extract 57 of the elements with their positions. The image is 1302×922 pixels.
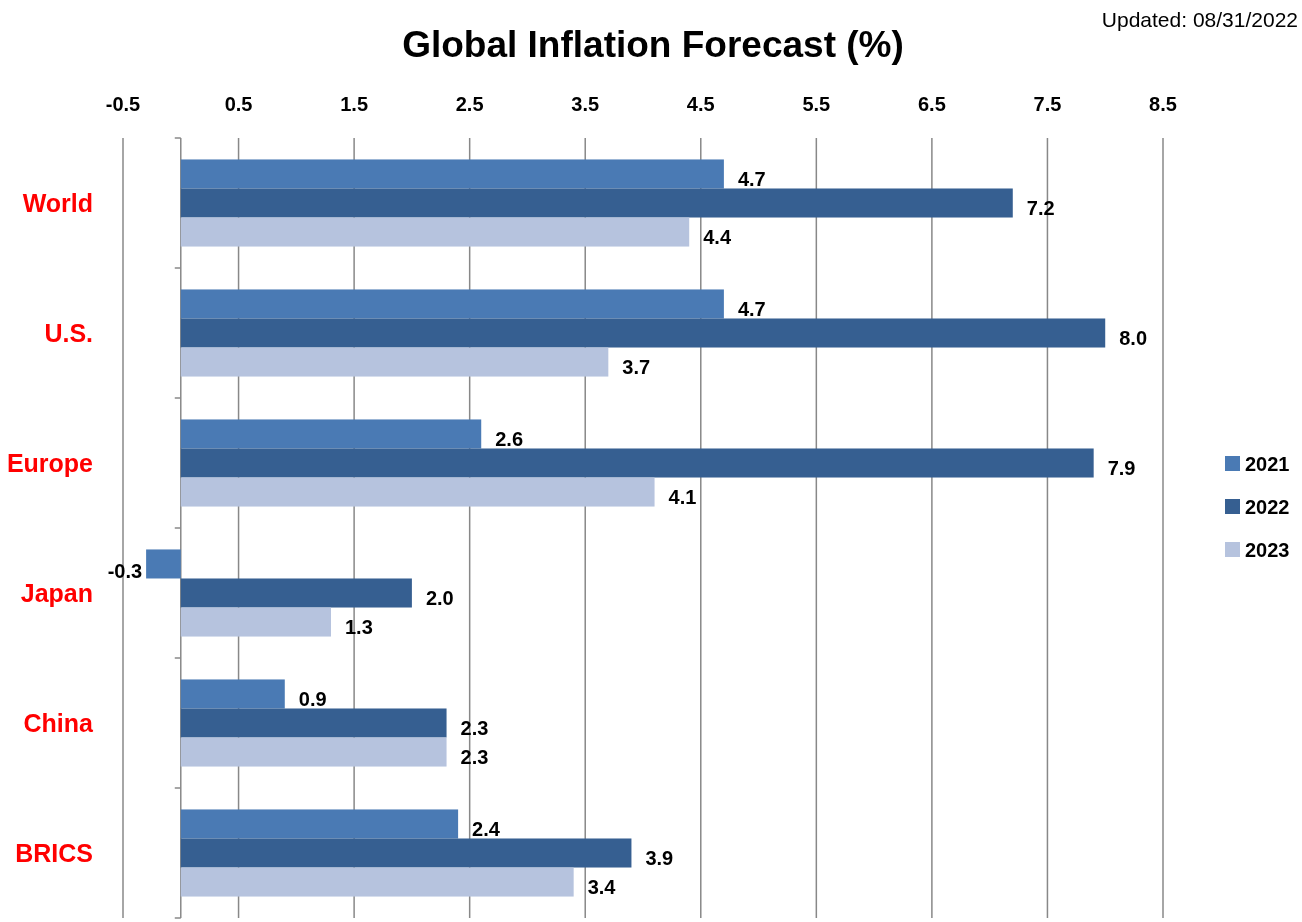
y-tick-label: World xyxy=(22,189,93,217)
x-tick-label: 1.5 xyxy=(340,93,369,115)
x-tick-label: 3.5 xyxy=(571,93,600,115)
bar xyxy=(180,159,724,189)
bar xyxy=(180,448,1094,478)
data-label: 7.9 xyxy=(1107,456,1136,479)
x-tick-label: 7.5 xyxy=(1033,93,1062,115)
y-tick-label: China xyxy=(23,709,95,737)
x-tick-label: 0.5 xyxy=(224,93,253,115)
bar xyxy=(180,477,655,507)
bar xyxy=(180,679,285,709)
bar xyxy=(180,419,482,449)
bar xyxy=(180,578,412,608)
data-label: 2.3 xyxy=(460,716,489,739)
data-label: -0.3 xyxy=(107,559,143,582)
legend-label: 2021 xyxy=(1245,453,1290,475)
bar xyxy=(180,217,690,247)
y-tick-label: Europe xyxy=(6,449,94,477)
data-label: 8.0 xyxy=(1119,326,1148,349)
y-tick-label: BRICS xyxy=(15,839,93,867)
data-label: 2.3 xyxy=(460,745,489,768)
data-label: 4.7 xyxy=(737,297,766,320)
y-tick-label: U.S. xyxy=(44,319,93,347)
bar xyxy=(180,318,1106,348)
x-tick-label: -0.5 xyxy=(105,93,141,115)
bar xyxy=(180,867,574,897)
legend-label: 2022 xyxy=(1245,496,1290,518)
data-label: 3.9 xyxy=(645,846,674,869)
bar xyxy=(180,737,447,767)
bar xyxy=(180,607,331,637)
bar xyxy=(180,809,459,839)
data-label: 4.4 xyxy=(703,225,732,248)
y-tick-label: Japan xyxy=(20,579,93,607)
bar xyxy=(146,549,181,579)
data-label: 7.2 xyxy=(1026,196,1055,219)
bar xyxy=(180,289,724,319)
x-tick-label: 2.5 xyxy=(455,93,484,115)
x-tick-label: 8.5 xyxy=(1149,93,1177,115)
data-label: 2.0 xyxy=(425,586,454,609)
bar xyxy=(180,838,632,868)
data-label: 2.6 xyxy=(495,427,524,450)
data-label: 3.4 xyxy=(587,875,617,898)
legend-label: 2023 xyxy=(1245,539,1290,561)
data-label: 0.9 xyxy=(298,687,327,710)
text: Updated: 08/31/2022 xyxy=(1101,8,1298,31)
bar xyxy=(180,188,1013,218)
data-label: 3.7 xyxy=(622,355,651,378)
chart-title: Global Inflation Forecast (%) xyxy=(402,24,904,65)
data-label: 4.7 xyxy=(737,167,766,190)
bar xyxy=(180,347,609,377)
data-label: 2.4 xyxy=(472,817,501,840)
x-tick-label: 4.5 xyxy=(686,93,715,115)
data-label: 1.3 xyxy=(345,615,373,638)
data-label: 4.1 xyxy=(668,485,697,508)
x-tick-label: 5.5 xyxy=(802,93,831,115)
bar xyxy=(180,708,447,738)
x-tick-label: 6.5 xyxy=(917,93,946,115)
